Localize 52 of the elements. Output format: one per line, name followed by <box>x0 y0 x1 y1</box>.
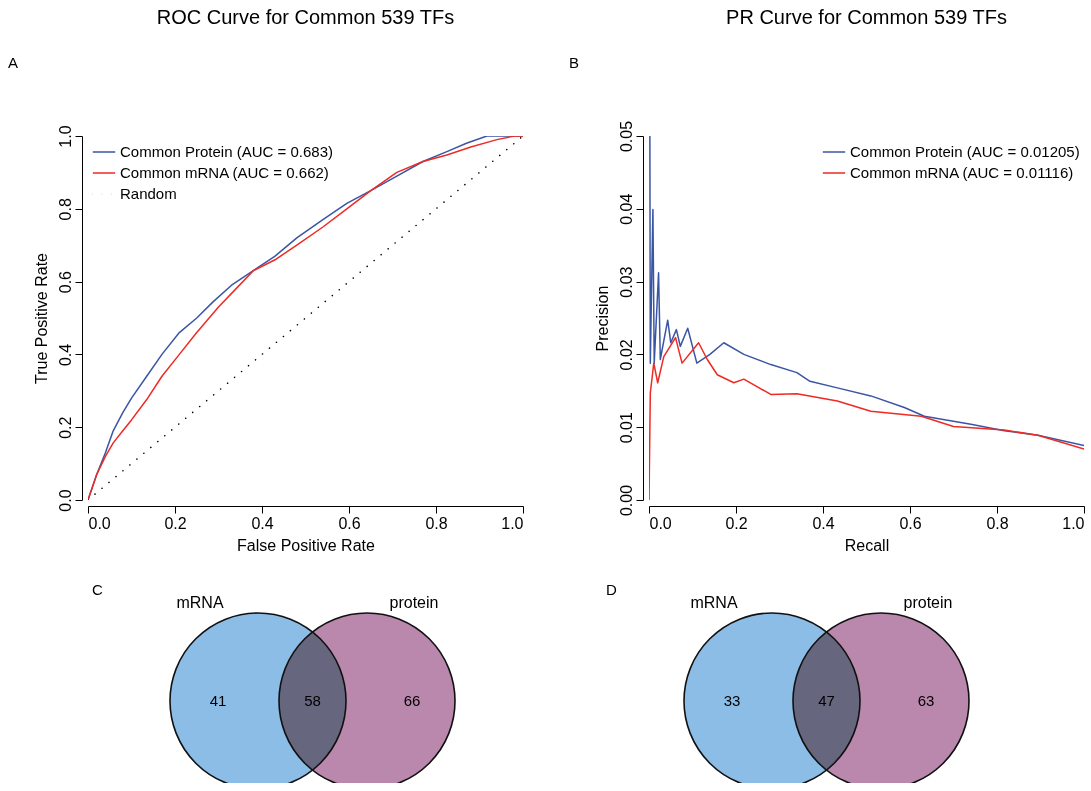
text: A <box>8 54 19 71</box>
data-label: 47 <box>818 692 835 709</box>
category-label: mRNA <box>690 594 738 611</box>
category-label: mRNA <box>176 594 224 611</box>
y-tick-label: 0.05 <box>617 120 635 153</box>
line-series <box>649 336 1084 500</box>
legend-label: Common Protein (AUC = 0.683) <box>120 143 334 160</box>
y-tick-label: 0.01 <box>617 412 635 444</box>
x-tick-label: 0.6 <box>899 514 922 532</box>
category-label: protein <box>903 594 953 611</box>
data-label: 41 <box>209 692 227 709</box>
data-label: 66 <box>403 692 421 709</box>
legend-label: Random <box>120 185 177 202</box>
y-tick-label: 0.0 <box>56 489 74 512</box>
y-tick-label: 0.03 <box>617 266 635 298</box>
x-tick-label: 0.6 <box>338 514 361 532</box>
x-tick-label: 0.4 <box>251 514 274 532</box>
x-tick-label: 0.2 <box>164 514 187 532</box>
y-tick-label: 0.8 <box>56 198 74 221</box>
line-series <box>649 136 1084 447</box>
x-axis-title: False Positive Rate <box>237 536 376 554</box>
x-tick-label: 0.4 <box>812 514 835 532</box>
y-tick-label: 0.2 <box>56 416 74 439</box>
y-tick-label: 0.02 <box>617 339 635 371</box>
category-label: protein <box>389 594 439 611</box>
line-series <box>88 136 523 500</box>
y-tick-label: 0.00 <box>617 484 635 517</box>
y-axis-title: True Positive Rate <box>32 252 50 385</box>
data-label: 58 <box>304 692 321 709</box>
legend-label: Common Protein (AUC = 0.01205) <box>850 143 1080 160</box>
text: C <box>92 581 103 598</box>
x-tick-label: 1.0 <box>501 514 524 532</box>
chart-title: PR Curve for Common 539 TFs <box>726 6 1007 28</box>
x-tick-label: 0.0 <box>649 514 672 532</box>
y-tick-label: 1.0 <box>56 125 74 148</box>
legend-label: Common mRNA (AUC = 0.662) <box>120 164 329 181</box>
x-tick-label: 0.2 <box>725 514 748 532</box>
text: B <box>569 54 580 71</box>
chart-title: ROC Curve for Common 539 TFs <box>156 6 455 28</box>
x-tick-label: 0.0 <box>88 514 111 532</box>
legend-label: Common mRNA (AUC = 0.01116) <box>850 164 1074 181</box>
x-axis-title: Recall <box>844 536 890 554</box>
data-label: 33 <box>723 692 741 709</box>
y-tick-label: 0.6 <box>56 270 74 294</box>
x-tick-label: 0.8 <box>986 514 1009 532</box>
y-axis-title: Precision <box>593 285 611 352</box>
data-label: 63 <box>917 692 935 709</box>
y-tick-label: 0.4 <box>56 343 74 367</box>
x-tick-label: 0.8 <box>425 514 448 532</box>
text: D <box>606 581 617 598</box>
y-tick-label: 0.04 <box>617 193 635 225</box>
x-tick-label: 1.0 <box>1062 514 1085 532</box>
